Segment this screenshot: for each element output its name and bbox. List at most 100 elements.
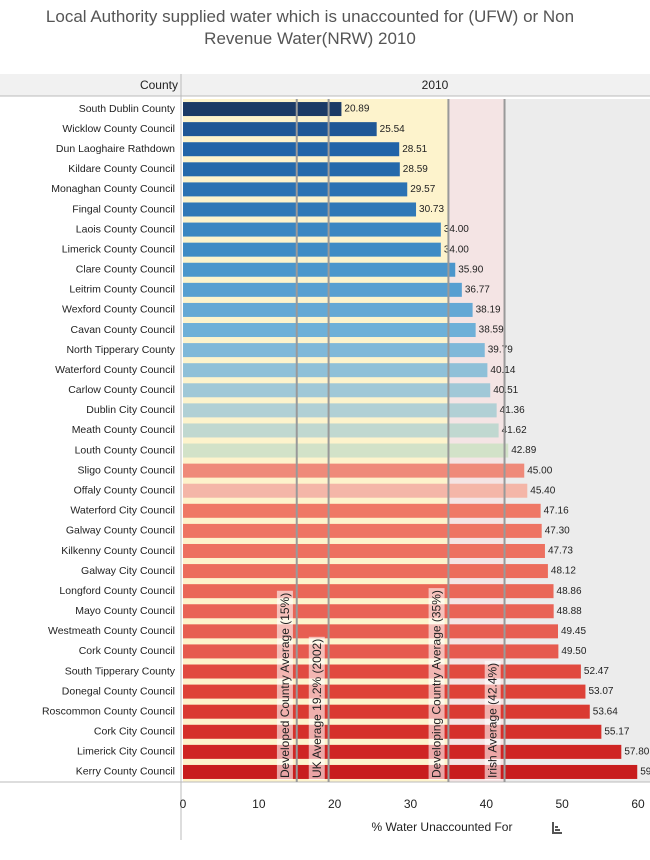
reference-label: Irish Average (42.4%)	[486, 663, 500, 778]
value-label: 41.36	[500, 405, 525, 416]
bar	[183, 102, 342, 117]
category-label: Kilkenny County Council	[61, 545, 175, 557]
title-line: Revenue Water(NRW) 2010	[204, 29, 416, 48]
value-label: 28.51	[402, 144, 427, 155]
reference-label-bg	[484, 660, 501, 780]
category-label: Meath County Council	[72, 424, 175, 436]
value-label: 39.79	[488, 345, 513, 356]
value-label: 20.89	[344, 104, 369, 115]
bar	[183, 644, 559, 659]
bar	[183, 142, 400, 157]
header-bg	[0, 74, 650, 96]
value-label: 49.50	[561, 646, 586, 657]
value-label: 42.89	[511, 445, 536, 456]
value-label: 45.00	[527, 465, 552, 476]
category-label: Kerry County Council	[76, 766, 175, 778]
category-header: County	[140, 78, 178, 92]
value-label: 38.59	[479, 325, 504, 336]
bar	[183, 684, 586, 699]
value-label: 45.40	[530, 485, 555, 496]
bar	[183, 704, 590, 719]
category-label: Cork County Council	[79, 645, 175, 657]
value-label: 40.14	[490, 365, 515, 376]
value-label: 53.07	[588, 686, 613, 697]
bar	[183, 363, 488, 378]
category-label: Offaly County Council	[74, 485, 175, 497]
reference-label-bg	[428, 588, 445, 780]
value-label: 57.80	[624, 747, 649, 758]
value-label: 47.16	[544, 505, 569, 516]
category-label: Cavan County Council	[71, 324, 175, 336]
category-label: South Dublin County	[79, 103, 176, 115]
category-label: Louth County Council	[75, 444, 175, 456]
category-label: Roscommon County Council	[42, 705, 175, 717]
category-label: Longford County Council	[59, 585, 175, 597]
plot: 20.8925.5428.5128.5929.5730.7334.0034.00…	[183, 102, 650, 779]
bar	[183, 503, 541, 518]
value-label: 34.00	[444, 224, 469, 235]
category-label: Dun Laoghaire Rathdown	[56, 143, 175, 155]
reference-label: Developed Country Average (15%)	[278, 593, 292, 778]
column-header: 2010	[422, 78, 449, 92]
bar	[183, 222, 441, 237]
category-label: Wicklow County Council	[62, 123, 175, 135]
x-tick-label: 0	[180, 797, 187, 811]
value-label: 38.19	[476, 305, 501, 316]
bar	[183, 403, 497, 418]
x-tick-label: 30	[404, 797, 418, 811]
value-label: 48.12	[551, 566, 576, 577]
bar	[183, 664, 581, 679]
bar	[183, 202, 417, 217]
bar	[183, 584, 554, 599]
category-label: Mayo County Council	[75, 605, 175, 617]
bar	[183, 122, 377, 137]
category-label: Fingal County Council	[72, 203, 175, 215]
bar	[183, 523, 542, 538]
value-label: 41.62	[502, 425, 527, 436]
value-label: 49.45	[561, 626, 586, 637]
bar	[183, 543, 545, 558]
bar	[183, 383, 491, 398]
reference-label-bg	[308, 636, 325, 780]
category-label: Donegal County Council	[62, 685, 175, 697]
value-label: 48.86	[557, 586, 582, 597]
bar	[183, 443, 509, 458]
category-label: North Tipperary County	[66, 344, 175, 356]
bar	[183, 624, 558, 639]
bar	[183, 162, 400, 177]
title-line: Local Authority supplied water which is …	[45, 7, 575, 26]
category-label: Monaghan County Council	[51, 183, 175, 195]
reference-label: UK Average 19.2% (2002)	[310, 639, 324, 778]
value-label: 52.47	[584, 666, 609, 677]
chart-title: Local Authority supplied water which is …	[0, 6, 650, 50]
x-tick-label: 40	[480, 797, 494, 811]
value-label: 48.88	[557, 606, 582, 617]
bar	[183, 262, 456, 277]
category-label: Wexford County Council	[62, 304, 175, 316]
bar	[183, 242, 441, 257]
value-label: 55.17	[604, 726, 629, 737]
bar	[183, 744, 622, 759]
x-tick-label: 50	[555, 797, 569, 811]
value-label: 47.30	[545, 526, 570, 537]
value-label: 53.64	[593, 706, 618, 717]
sort-icon	[552, 822, 562, 834]
value-label: 30.73	[419, 204, 444, 215]
band	[504, 99, 650, 782]
category-label: South Tipperary County	[65, 665, 176, 677]
category-label: Waterford City Council	[70, 505, 175, 517]
value-label: 59.90	[640, 767, 650, 778]
value-label: 36.77	[465, 284, 490, 295]
category-label: Laois County Council	[76, 223, 175, 235]
category-label: Kildare County Council	[68, 163, 175, 175]
bar	[183, 343, 485, 358]
category-label: Limerick County Council	[62, 243, 175, 255]
bar	[183, 604, 554, 619]
category-label: Galway City Council	[81, 565, 175, 577]
category-label: Sligo County Council	[78, 464, 175, 476]
reference-label: Developing Country Average (35%)	[430, 590, 444, 778]
bar	[183, 764, 638, 779]
bar	[183, 182, 408, 197]
